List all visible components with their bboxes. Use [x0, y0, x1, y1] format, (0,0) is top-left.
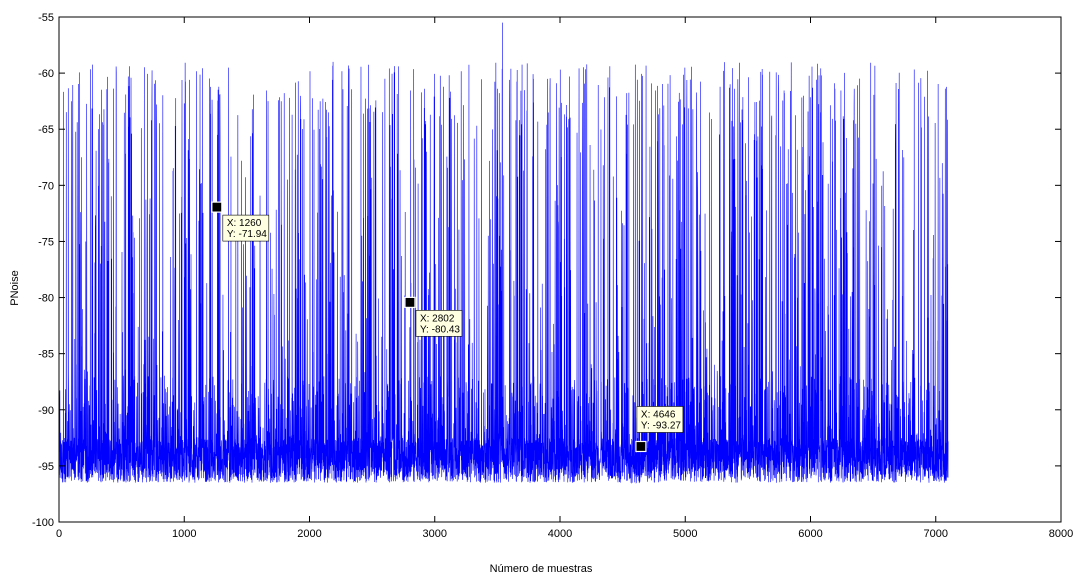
y-tick-label: -90: [38, 405, 54, 417]
y-tick-label: -85: [38, 349, 54, 361]
datatip-marker: [212, 202, 222, 212]
datatip-y-text: Y: -71.94: [227, 229, 267, 240]
datatip-x-text: X: 2802: [420, 313, 455, 324]
y-tick-label: -75: [38, 236, 54, 248]
y-tick-label: -70: [38, 180, 54, 192]
x-tick-label: 3000: [423, 528, 447, 540]
datatip-x-text: X: 1260: [227, 218, 262, 229]
x-tick-label: 5000: [673, 528, 697, 540]
y-tick-label: -60: [38, 68, 54, 80]
y-tick-label: -65: [38, 124, 54, 136]
x-tick-label: 4000: [548, 528, 572, 540]
y-tick-label: -80: [38, 293, 54, 305]
datatip-x-text: X: 4646: [641, 409, 676, 420]
x-tick-label: 0: [56, 528, 62, 540]
x-axis-label: Número de muestras: [490, 563, 593, 575]
datatip-y-text: Y: -80.43: [420, 324, 460, 335]
y-tick-label: -55: [38, 12, 54, 24]
datatip-marker: [636, 441, 646, 451]
y-tick-label: -100: [32, 517, 54, 529]
x-tick-label: 7000: [924, 528, 948, 540]
x-tick-label: 2000: [297, 528, 321, 540]
datatip-marker: [405, 297, 415, 307]
y-axis-label: PNoise: [9, 270, 21, 305]
x-tick-label: 6000: [798, 528, 822, 540]
datatip-y-text: Y: -93.27: [641, 420, 681, 431]
x-tick-label: 1000: [172, 528, 196, 540]
x-tick-label: 8000: [1049, 528, 1073, 540]
y-tick-label: -95: [38, 461, 54, 473]
